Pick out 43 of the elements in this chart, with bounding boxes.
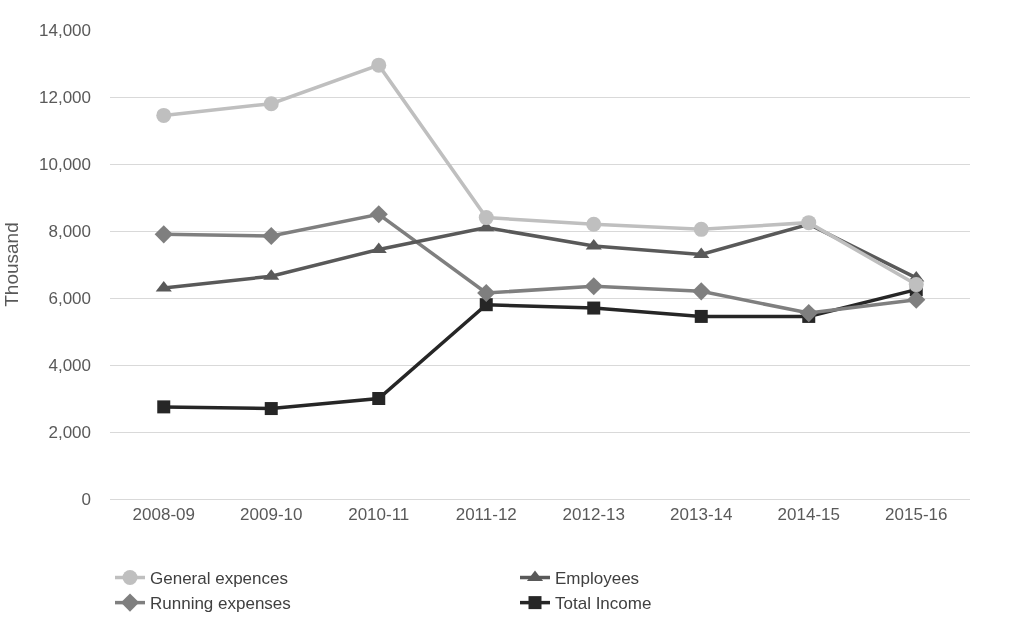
point xyxy=(369,205,388,224)
point xyxy=(154,225,173,244)
y-tick-label: 4,000 xyxy=(48,355,91,375)
point xyxy=(371,57,387,73)
y-tick-label: 12,000 xyxy=(39,87,91,107)
point xyxy=(155,280,172,292)
y-tick-label: 6,000 xyxy=(48,288,91,308)
point xyxy=(478,210,494,226)
x-tick-label: 2013-14 xyxy=(670,505,733,525)
legend-label: Total Income xyxy=(555,594,652,614)
point xyxy=(907,290,926,309)
legend-label: General expences xyxy=(150,569,288,589)
y-tick-label: 8,000 xyxy=(48,221,91,241)
x-tick-label: 2009-10 xyxy=(240,505,303,525)
x-tick-label: 2012-13 xyxy=(562,505,625,525)
x-tick-label: 2011-12 xyxy=(455,505,517,525)
legend-label: Running expenses xyxy=(150,594,291,614)
point xyxy=(584,277,603,296)
point xyxy=(264,402,278,416)
x-tick-label: 2014-15 xyxy=(777,505,840,525)
x-tick-label: 2015-16 xyxy=(885,505,948,525)
y-tick-label: 10,000 xyxy=(39,154,91,174)
point xyxy=(479,298,493,312)
point xyxy=(799,303,818,323)
point xyxy=(587,301,601,315)
point xyxy=(477,283,496,303)
point xyxy=(908,277,924,293)
point xyxy=(263,96,279,112)
point xyxy=(694,309,708,323)
point xyxy=(693,221,709,237)
y-axis-title: Thousand xyxy=(0,222,22,307)
point xyxy=(692,282,711,301)
x-tick-label: 2010-11 xyxy=(348,505,410,525)
point xyxy=(262,226,281,246)
y-tick-label: 0 xyxy=(81,489,91,509)
point xyxy=(156,107,172,123)
point xyxy=(586,216,602,232)
y-tick-label: 14,000 xyxy=(39,20,91,40)
point xyxy=(372,392,386,405)
legend-label: Employees xyxy=(555,569,640,589)
x-tick-label: 2008-09 xyxy=(132,505,195,525)
point xyxy=(157,400,171,414)
y-tick-label: 2,000 xyxy=(48,422,91,442)
